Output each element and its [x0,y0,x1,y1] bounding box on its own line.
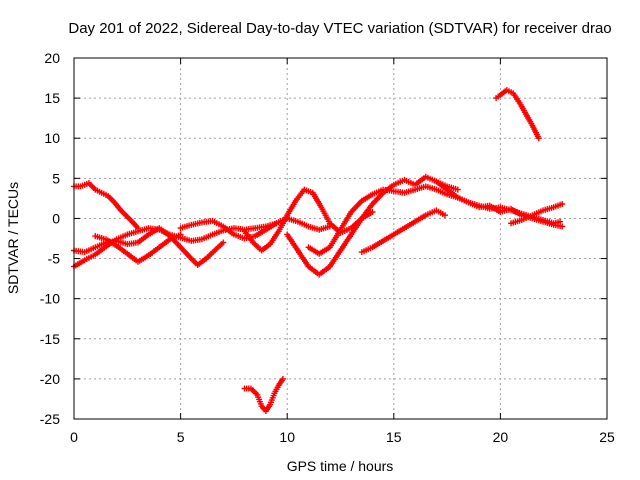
series-track-4 [92,231,184,265]
data-point [559,201,566,207]
series-line [244,188,373,252]
y-tick-label: 10 [44,130,60,146]
series-track-3 [71,225,227,268]
y-tick-label: 5 [52,170,60,186]
x-tick-label: 25 [599,429,615,445]
series-track-1 [71,180,141,232]
series-track-9 [358,207,448,256]
x-axis-label: GPS time / hours [287,458,394,474]
series-layer [71,87,566,414]
y-tick-label: 20 [44,50,60,66]
chart-title: Day 201 of 2022, Sidereal Day-to-day VTE… [68,20,611,37]
y-tick-label: -10 [40,291,60,307]
data-point [535,135,542,142]
data-point [279,375,286,382]
series-track-11 [508,201,566,227]
series-track-10 [433,178,566,230]
data-point [442,212,448,219]
y-tick-label: 0 [52,210,60,226]
data-point [369,209,376,215]
plot-frame [73,57,608,420]
y-axis-label: SDTVAR / TECUs [5,182,21,294]
y-tick-label: -15 [40,331,60,347]
y-tick-label: 15 [44,90,60,106]
axis-ticks: 0 5 10 15 20 25 -25 -20 -15 -10 -5 0 5 10 15 20 [40,50,615,445]
x-tick-label: 5 [177,429,185,445]
series-track-13 [241,375,286,414]
y-tick-label: -20 [40,371,60,387]
series-track-6 [241,186,376,254]
data-point [559,223,566,230]
data-point [220,239,227,246]
y-tick-label: -5 [48,251,61,267]
y-tick-label: -25 [40,411,60,427]
data-point [454,186,461,193]
series-track-12 [493,87,542,142]
x-tick-label: 15 [386,429,402,445]
x-tick-label: 20 [493,429,509,445]
grid [74,58,607,419]
data-point [177,231,184,238]
x-tick-label: 0 [70,429,78,445]
x-tick-label: 10 [279,429,295,445]
series-track-7 [284,173,461,278]
